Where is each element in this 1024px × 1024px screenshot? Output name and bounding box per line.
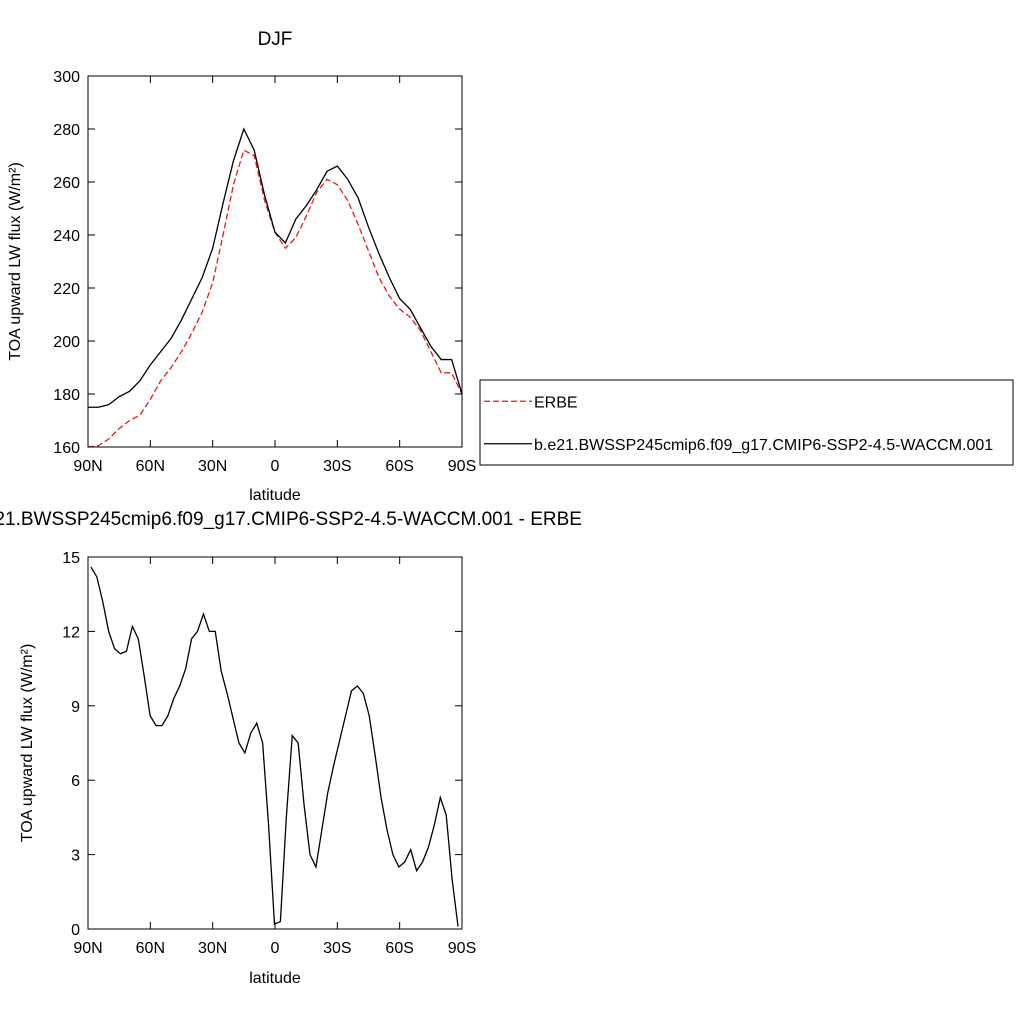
y-tick-label: 6: [71, 773, 80, 790]
x-tick-label: 30S: [323, 458, 351, 475]
x-tick-label: 30N: [198, 458, 227, 475]
x-tick-label: 90N: [73, 940, 102, 957]
chart-title: DJF: [258, 29, 293, 50]
y-tick-label: 260: [53, 175, 80, 192]
x-tick-label: 90S: [448, 940, 476, 957]
chart-title: b.e21.BWSSP245cmip6.f09_g17.CMIP6-SSP2-4…: [0, 509, 582, 530]
x-tick-label: 0: [271, 940, 280, 957]
y-tick-label: 0: [71, 922, 80, 939]
x-tick-label: 60S: [385, 940, 413, 957]
y-tick-label: 300: [53, 69, 80, 86]
x-tick-label: 30N: [198, 940, 227, 957]
legend-box: [479, 379, 1014, 466]
x-tick-label: 90S: [448, 458, 476, 475]
x-tick-label: 60S: [385, 458, 413, 475]
y-tick-label: 220: [53, 281, 80, 298]
y-tick-label: 200: [53, 334, 80, 351]
x-tick-label: 0: [271, 458, 280, 475]
x-tick-label: 60N: [136, 458, 165, 475]
x-tick-label: 60N: [136, 940, 165, 957]
data-line: [90, 566, 459, 927]
y-tick-label: 12: [62, 624, 80, 641]
x-axis-label: latitude: [249, 487, 301, 504]
y-tick-label: 15: [62, 550, 80, 567]
y-tick-label: 3: [71, 848, 80, 865]
data-line: [88, 127, 463, 408]
y-axis-label: TOA upward LW flux (W/m²): [19, 644, 36, 843]
plot-frame: [87, 556, 463, 930]
y-tick-label: 240: [53, 228, 80, 245]
x-tick-label: 90N: [73, 458, 102, 475]
x-axis-label: latitude: [249, 970, 301, 987]
data-line: [87, 149, 463, 448]
y-tick-label: 9: [71, 699, 80, 716]
legend-label: ERBE: [534, 394, 578, 411]
y-axis-label: TOA upward LW flux (W/m²): [7, 162, 24, 361]
legend-label: b.e21.BWSSP245cmip6.f09_g17.CMIP6-SSP2-4…: [534, 437, 993, 454]
x-tick-label: 30S: [323, 940, 351, 957]
y-tick-label: 280: [53, 122, 80, 139]
plot-frame: [87, 75, 463, 448]
y-tick-label: 180: [53, 387, 80, 404]
y-tick-label: 160: [53, 440, 80, 457]
